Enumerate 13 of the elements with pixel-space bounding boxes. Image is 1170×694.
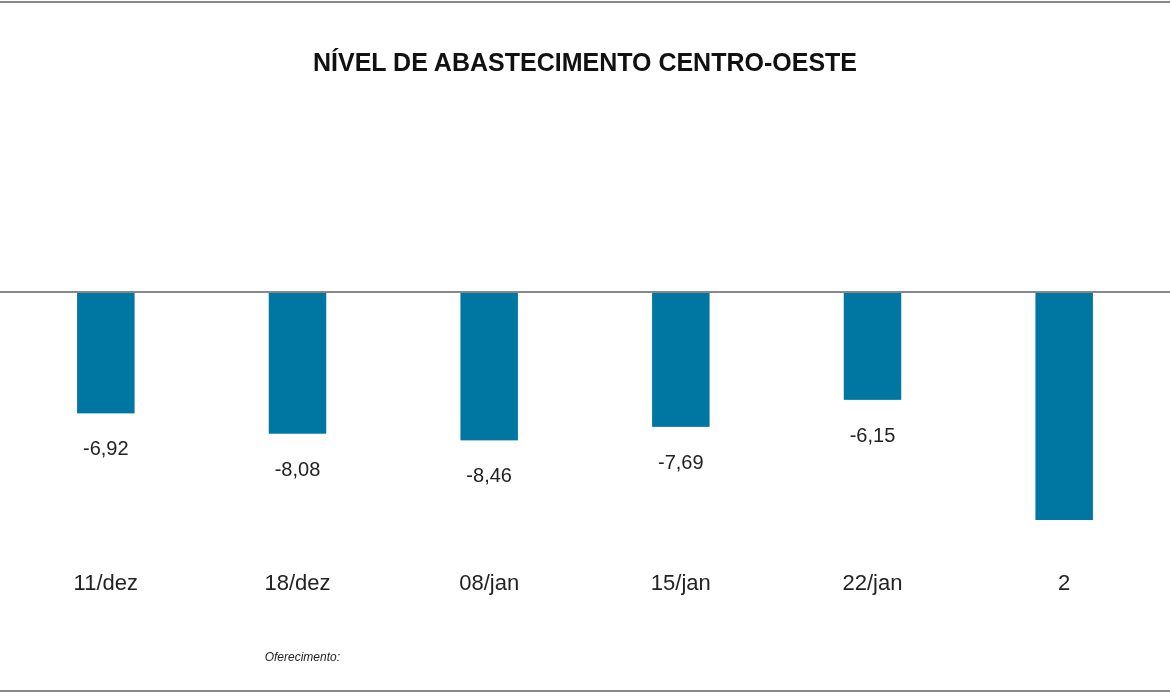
data-label: -6,92 bbox=[83, 437, 129, 460]
x-tick-label: 18/dez bbox=[264, 570, 331, 595]
x-tick-label: 15/jan bbox=[650, 570, 711, 595]
x-tick-label: 11/dez bbox=[73, 570, 139, 595]
x-tick-label: 2 bbox=[1058, 570, 1071, 595]
x-tick-label: 22/jan bbox=[842, 570, 903, 595]
data-label: -8,08 bbox=[274, 457, 321, 480]
data-label: -8,46 bbox=[466, 464, 512, 487]
data-label: -6,15 bbox=[849, 423, 896, 446]
text: Oferecimento: bbox=[264, 650, 340, 664]
data-label: -7,69 bbox=[658, 450, 704, 473]
x-tick-label: 08/jan bbox=[459, 570, 520, 595]
chart-title: NÍVEL DE ABASTECIMENTO CENTRO-OESTE bbox=[312, 48, 858, 76]
